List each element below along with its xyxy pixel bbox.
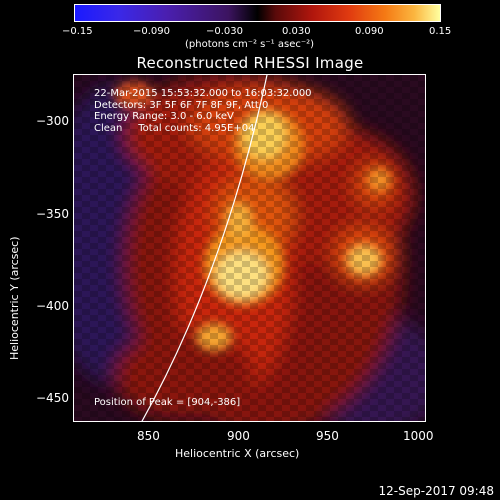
x-tick-label: 900: [227, 429, 250, 443]
generation-timestamp: 12-Sep-2017 09:48: [378, 484, 494, 498]
x-tick-label: 850: [137, 429, 160, 443]
colorbar-tick: −0.030: [206, 26, 244, 37]
y-axis-label: Heliocentric Y (arcsec): [8, 236, 21, 360]
image-title: Reconstructed RHESSI Image: [136, 54, 364, 72]
image-plot: [73, 74, 426, 422]
info-line: Clean Total counts: 4.95E+04: [94, 122, 255, 134]
y-tick-label: −450: [36, 391, 69, 405]
info-line: Energy Range: 3.0 - 6.0 keV: [94, 111, 234, 122]
info-line: Detectors: 3F 5F 6F 7F 8F 9F, Att 0: [94, 99, 269, 111]
x-tick-label: 1000: [403, 429, 434, 443]
observation-info: 22-Mar-2015 15:53:32.000 to 16:03:32.000…: [94, 88, 312, 134]
x-tick-label: 950: [316, 429, 339, 443]
colorbar-tick: 0.15: [429, 26, 452, 37]
colorbar-tick: 0.090: [355, 26, 384, 37]
info-line: 22-Mar-2015 15:53:32.000 to 16:03:32.000: [94, 88, 312, 99]
peak-position: Position of Peak = [904,-386]: [94, 397, 241, 408]
colorbar-units: (photons cm⁻² s⁻¹ asec⁻²): [185, 39, 315, 50]
solar-limb: [141, 75, 268, 421]
colorbar: [74, 4, 441, 22]
x-axis-label: Heliocentric X (arcsec): [175, 447, 300, 460]
colorbar-tick: 0.030: [282, 26, 311, 37]
y-tick-label: −300: [36, 114, 69, 128]
colorbar-tick: −0.15: [62, 26, 93, 37]
y-tick-label: −400: [36, 299, 69, 313]
colorbar-tick: −0.090: [133, 26, 171, 37]
y-tick-label: −350: [36, 207, 69, 221]
rhessi-map: [74, 75, 425, 421]
